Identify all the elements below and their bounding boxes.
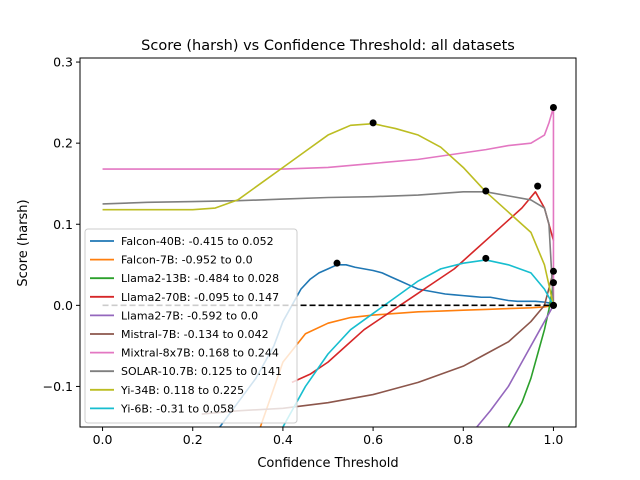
y-tick-label-1: 0.0 [53, 298, 73, 313]
legend: Falcon-40B: -0.415 to 0.052 Falcon-7B: -0… [84, 228, 298, 424]
series-line-9 [282, 259, 555, 427]
legend-entry-7: SOLAR-10.7B: 0.125 to 0.141 [121, 365, 282, 378]
axes-layer [79, 57, 577, 428]
legend-entry-1: Falcon-7B: -0.952 to 0.0 [121, 254, 253, 267]
x-tick-label-3: 0.6 [363, 432, 383, 447]
max-points-layer [333, 103, 557, 309]
max-point-2 [549, 279, 557, 287]
legend-entry-0: Falcon-40B: -0.415 to 0.052 [121, 235, 274, 248]
max-point-4 [549, 301, 557, 309]
y-axis-label: Score (harsh) [16, 199, 31, 286]
series-line-1 [259, 304, 554, 427]
max-point-3 [534, 182, 542, 190]
series-line-8 [102, 122, 555, 306]
max-point-7 [482, 187, 490, 195]
series-line-6 [102, 106, 555, 306]
max-point-8 [369, 119, 377, 127]
y-tick-label-0: −0.1 [43, 379, 73, 394]
y-tick-label-2: 0.1 [53, 217, 73, 232]
max-point-5 [549, 267, 557, 275]
series-line-7 [102, 191, 555, 306]
plot-frame [79, 57, 577, 428]
chart-title: Score (harsh) vs Confidence Threshold: a… [141, 38, 515, 54]
series-line-0 [219, 263, 554, 427]
max-point-9 [482, 254, 490, 262]
y-tick-label-4: 0.3 [53, 55, 73, 70]
x-tick-label-5: 1.0 [544, 432, 564, 447]
series-line-2 [507, 282, 555, 427]
x-tick-label-2: 0.4 [273, 432, 293, 447]
legend-entry-8: Yi-34B: 0.118 to 0.225 [120, 384, 244, 397]
series-line-4 [476, 304, 555, 427]
x-axis-label: Confidence Threshold [257, 456, 398, 471]
max-point-0 [333, 259, 341, 267]
x-tick-label-1: 0.2 [183, 432, 203, 447]
legend-entry-5: Mistral-7B: -0.134 to 0.042 [121, 328, 269, 341]
y-tick-label-3: 0.2 [53, 136, 73, 151]
legend-entry-2: Llama2-13B: -0.484 to 0.028 [121, 272, 279, 285]
legend-entry-3: Llama2-70B: -0.095 to 0.147 [121, 291, 279, 304]
series-line-3 [291, 191, 555, 384]
x-tick-label-0: 0.0 [93, 432, 113, 447]
max-point-6 [549, 103, 557, 111]
legend-entry-9: Yi-6B: -0.31 to 0.058 [120, 402, 234, 415]
ticks-layer: 0.0 0.2 0.4 0.6 0.8 1.0 −0.1 0.0 0.1 0.2 0.3 [43, 55, 564, 447]
legend-box [84, 228, 298, 424]
legend-entry-4: Llama2-7B: -0.592 to 0.0 [121, 309, 258, 322]
legend-entry-6: Mixtral-8x7B: 0.168 to 0.244 [121, 347, 279, 360]
x-tick-label-4: 0.8 [453, 432, 473, 447]
